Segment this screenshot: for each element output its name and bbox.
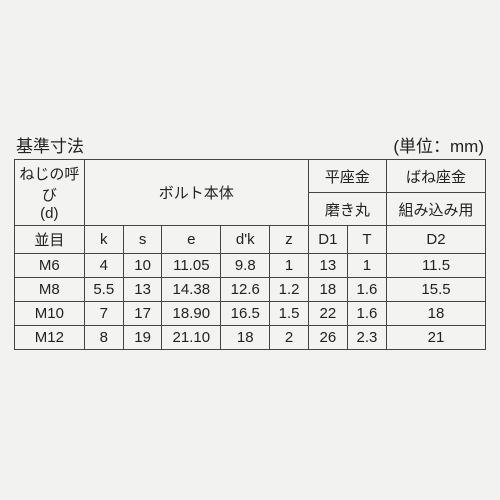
table-head-row-3: 並目 k s e d'k z D1 T D2 <box>15 226 486 254</box>
cell-e: 21.10 <box>162 326 221 350</box>
cell-z: 1.5 <box>270 302 309 326</box>
col-dk-header: d'k <box>221 226 270 254</box>
cell-e: 11.05 <box>162 254 221 278</box>
table-title: 基準寸法 <box>16 132 84 157</box>
cell-s: 10 <box>123 254 162 278</box>
cell-T: 2.3 <box>347 326 386 350</box>
unit-label: (単位：mm) <box>393 132 484 157</box>
col-D2-header: D2 <box>387 226 486 254</box>
cell-name: M12 <box>15 326 85 350</box>
cell-dk: 18 <box>221 326 270 350</box>
col-T-header: T <box>347 226 386 254</box>
col-flat-washer-sub: 磨き丸 <box>308 193 386 226</box>
cell-s: 19 <box>123 326 162 350</box>
cell-D2: 11.5 <box>387 254 486 278</box>
table-row: M12 8 19 21.10 18 2 26 2.3 21 <box>15 326 486 350</box>
cell-D1: 18 <box>308 278 347 302</box>
table-row: M6 4 10 11.05 9.8 1 13 1 11.5 <box>15 254 486 278</box>
cell-D2: 18 <box>387 302 486 326</box>
cell-D1: 22 <box>308 302 347 326</box>
cell-name: M8 <box>15 278 85 302</box>
col-nominal-header: ねじの呼び (d) <box>15 160 85 226</box>
cell-s: 17 <box>123 302 162 326</box>
cell-D1: 26 <box>308 326 347 350</box>
dimensions-table: ねじの呼び (d) ボルト本体 平座金 ばね座金 磨き丸 組み込み用 並目 k … <box>14 159 486 350</box>
cell-dk: 9.8 <box>221 254 270 278</box>
cell-z: 2 <box>270 326 309 350</box>
table-row: M8 5.5 13 14.38 12.6 1.2 18 1.6 15.5 <box>15 278 486 302</box>
col-z-header: z <box>270 226 309 254</box>
title-row: 基準寸法 (単位：mm) <box>14 132 486 157</box>
cell-e: 14.38 <box>162 278 221 302</box>
col-D1-header: D1 <box>308 226 347 254</box>
col-k-header: k <box>84 226 123 254</box>
table-head-row-1: ねじの呼び (d) ボルト本体 平座金 ばね座金 <box>15 160 486 193</box>
cell-k: 7 <box>84 302 123 326</box>
table-row: M10 7 17 18.90 16.5 1.5 22 1.6 18 <box>15 302 486 326</box>
cell-T: 1.6 <box>347 302 386 326</box>
nominal-line2: (d) <box>15 205 84 222</box>
cell-e: 18.90 <box>162 302 221 326</box>
cell-z: 1.2 <box>270 278 309 302</box>
cell-z: 1 <box>270 254 309 278</box>
page: 基準寸法 (単位：mm) ねじの呼び (d) <box>0 0 500 500</box>
cell-T: 1.6 <box>347 278 386 302</box>
cell-name: M10 <box>15 302 85 326</box>
col-coarse-header: 並目 <box>15 226 85 254</box>
col-flat-washer-header: 平座金 <box>308 160 386 193</box>
cell-dk: 12.6 <box>221 278 270 302</box>
nominal-line1: ねじの呼び <box>15 163 84 205</box>
cell-T: 1 <box>347 254 386 278</box>
cell-k: 8 <box>84 326 123 350</box>
table-body: M6 4 10 11.05 9.8 1 13 1 11.5 M8 5.5 13 … <box>15 254 486 350</box>
cell-k: 4 <box>84 254 123 278</box>
col-s-header: s <box>123 226 162 254</box>
table-section: 基準寸法 (単位：mm) ねじの呼び (d) <box>14 132 486 350</box>
col-e-header: e <box>162 226 221 254</box>
cell-k: 5.5 <box>84 278 123 302</box>
cell-dk: 16.5 <box>221 302 270 326</box>
cell-D2: 15.5 <box>387 278 486 302</box>
cell-D2: 21 <box>387 326 486 350</box>
col-spring-washer-sub: 組み込み用 <box>387 193 486 226</box>
cell-s: 13 <box>123 278 162 302</box>
cell-name: M6 <box>15 254 85 278</box>
table-head: ねじの呼び (d) ボルト本体 平座金 ばね座金 磨き丸 組み込み用 並目 k … <box>15 160 486 254</box>
col-bolt-body-header: ボルト本体 <box>84 160 308 226</box>
cell-D1: 13 <box>308 254 347 278</box>
col-spring-washer-header: ばね座金 <box>387 160 486 193</box>
